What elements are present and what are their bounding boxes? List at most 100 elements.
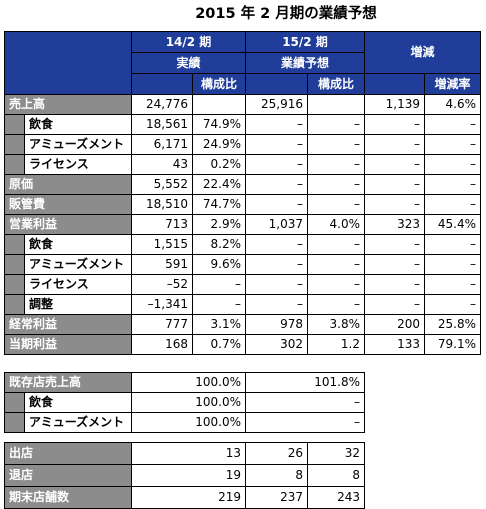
- value-cell-dr: –: [424, 174, 481, 195]
- earnings-forecast-table: 14/2 期 15/2 期 増減 実績 業績予想 構成比 構成比 増減率 売上高…: [4, 31, 481, 355]
- value-cell-a: 219: [131, 486, 246, 509]
- value-cell-v2: –: [245, 274, 308, 295]
- page-title: 2015 年 2 月期の業績予想: [195, 6, 377, 22]
- value-cell-r1: 74.9%: [192, 114, 246, 135]
- value-cell-r1: 3.1%: [192, 314, 246, 335]
- value-cell-v1: 1,515: [131, 234, 193, 255]
- indent-cell: [4, 412, 25, 433]
- value-cell-d: –: [364, 274, 425, 295]
- value-cell-d: 1,139: [364, 94, 425, 115]
- value-cell-r1: –: [192, 274, 246, 295]
- value-cell-r2: 3.8%: [307, 314, 365, 335]
- value-cell-v1: 5,552: [131, 174, 193, 195]
- value-cell-c: 243: [307, 486, 365, 509]
- table-row: 販管費 18,510 74.7% – – – –: [4, 194, 481, 215]
- table-row: 出店 13 26 32: [4, 442, 365, 465]
- value-cell-r1: [192, 94, 246, 115]
- value-cell-v1: 18,561: [131, 114, 193, 135]
- value-cell-v1: 591: [131, 254, 193, 275]
- header-blank-3: [364, 73, 425, 95]
- value-cell-b: 8: [245, 464, 308, 487]
- value-cell-r2: 4.0%: [307, 214, 365, 235]
- header-change: 増減: [364, 31, 481, 74]
- row-label: ライセンス: [24, 154, 132, 175]
- value-cell-r1: 8.2%: [192, 234, 246, 255]
- header-blank-1: [131, 73, 193, 95]
- indent-cell: [4, 392, 25, 413]
- value-cell-d: –: [364, 154, 425, 175]
- value-cell-c: 8: [307, 464, 365, 487]
- value-cell-c: 32: [307, 442, 365, 465]
- row-label: 既存店売上高: [4, 372, 132, 393]
- row-label: 飲食: [24, 114, 132, 135]
- value-cell-dr: –: [424, 234, 481, 255]
- row-label: 飲食: [24, 392, 132, 413]
- table-row: 飲食 18,561 74.9% – – – –: [4, 114, 481, 135]
- value-cell-r1: 22.4%: [192, 174, 246, 195]
- value-cell-v1: –52: [131, 274, 193, 295]
- value-cell-d: –: [364, 254, 425, 275]
- value-cell-v2: –: [245, 114, 308, 135]
- value-cell-a: 19: [131, 464, 246, 487]
- row-label: 営業利益: [4, 214, 132, 235]
- row-label: 調整: [24, 294, 132, 315]
- value-cell-d: –: [364, 134, 425, 155]
- value-cell-dr: 45.4%: [424, 214, 481, 235]
- row-label: アミューズメント: [24, 412, 132, 433]
- table-row: 飲食 100.0% –: [4, 392, 365, 413]
- header-ratio-2: 構成比: [307, 73, 365, 95]
- table-row: 営業利益 713 2.9% 1,037 4.0% 323 45.4%: [4, 214, 481, 235]
- value-cell-dr: –: [424, 254, 481, 275]
- value-cell-dr: –: [424, 194, 481, 215]
- indent-cell: [4, 134, 25, 155]
- value-cell-v1: 168: [131, 334, 193, 355]
- value-cell-dr: –: [424, 134, 481, 155]
- value-cell-v2: –: [245, 412, 365, 433]
- indent-cell: [4, 154, 25, 175]
- table-row: 当期利益 168 0.7% 302 1.2 133 79.1%: [4, 334, 481, 355]
- value-cell-dr: –: [424, 114, 481, 135]
- header-rate: 増減率: [424, 73, 481, 95]
- value-cell-d: –: [364, 194, 425, 215]
- earnings-rows: 売上高 24,776 25,916 1,139 4.6% 飲食 18,561 74.9% – – –…: [4, 94, 481, 355]
- value-cell-r2: –: [307, 154, 365, 175]
- indent-cell: [4, 294, 25, 315]
- value-cell-d: –: [364, 234, 425, 255]
- value-cell-d: 323: [364, 214, 425, 235]
- indent-cell: [4, 254, 25, 275]
- value-cell-r1: 2.9%: [192, 214, 246, 235]
- row-label: 飲食: [24, 234, 132, 255]
- value-cell-v2: –: [245, 194, 308, 215]
- value-cell-b: 26: [245, 442, 308, 465]
- row-label: アミューズメント: [24, 134, 132, 155]
- value-cell-r1: –: [192, 294, 246, 315]
- value-cell-r1: 0.2%: [192, 154, 246, 175]
- value-cell-d: 200: [364, 314, 425, 335]
- value-cell-d: –: [364, 294, 425, 315]
- row-label: 原価: [4, 174, 132, 195]
- row-label: 当期利益: [4, 334, 132, 355]
- value-cell-v2: 25,916: [245, 94, 308, 115]
- header-ratio-1: 構成比: [192, 73, 246, 95]
- value-cell-d: –: [364, 114, 425, 135]
- table-row: 売上高 24,776 25,916 1,139 4.6%: [4, 94, 481, 115]
- value-cell-v2: 101.8%: [245, 372, 365, 393]
- row-label: 販管費: [4, 194, 132, 215]
- value-cell-dr: –: [424, 154, 481, 175]
- value-cell-v2: –: [245, 234, 308, 255]
- value-cell-r2: –: [307, 234, 365, 255]
- header-corner: [4, 31, 132, 95]
- table-row: アミューズメント 6,171 24.9% – – – –: [4, 134, 481, 155]
- table-row: 期末店舗数 219 237 243: [4, 486, 365, 509]
- value-cell-v2: 1,037: [245, 214, 308, 235]
- header-period2: 15/2 期: [245, 31, 365, 53]
- value-cell-v1: 6,171: [131, 134, 193, 155]
- value-cell-dr: 79.1%: [424, 334, 481, 355]
- value-cell-r1: 9.6%: [192, 254, 246, 275]
- table-row: 退店 19 8 8: [4, 464, 365, 487]
- value-cell-r2: –: [307, 294, 365, 315]
- value-cell-a: 13: [131, 442, 246, 465]
- value-cell-v1: 18,510: [131, 194, 193, 215]
- table-row: 調整 –1,341– – – – –: [4, 294, 481, 315]
- value-cell-dr: –: [424, 274, 481, 295]
